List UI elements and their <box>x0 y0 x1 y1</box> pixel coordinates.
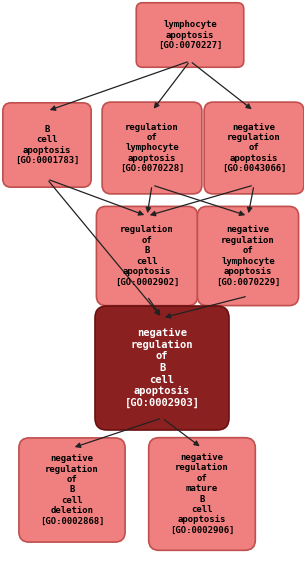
FancyBboxPatch shape <box>19 438 125 542</box>
FancyBboxPatch shape <box>197 206 299 306</box>
FancyBboxPatch shape <box>204 102 304 194</box>
FancyBboxPatch shape <box>149 438 255 550</box>
FancyBboxPatch shape <box>95 306 229 430</box>
Text: negative
regulation
of
B
cell
apoptosis
[GO:0002903]: negative regulation of B cell apoptosis … <box>125 328 199 408</box>
Text: regulation
of
B
cell
apoptosis
[GO:0002902]: regulation of B cell apoptosis [GO:00029… <box>115 225 179 287</box>
FancyBboxPatch shape <box>102 102 202 194</box>
Text: negative
regulation
of
mature
B
cell
apoptosis
[GO:0002906]: negative regulation of mature B cell apo… <box>170 453 234 535</box>
FancyBboxPatch shape <box>3 103 91 187</box>
FancyBboxPatch shape <box>136 3 244 67</box>
Text: negative
regulation
of
lymphocyte
apoptosis
[GO:0070229]: negative regulation of lymphocyte apopto… <box>216 225 280 287</box>
FancyBboxPatch shape <box>96 206 198 306</box>
Text: negative
regulation
of
apoptosis
[GO:0043066]: negative regulation of apoptosis [GO:004… <box>222 123 286 173</box>
Text: lymphocyte
apoptosis
[GO:0070227]: lymphocyte apoptosis [GO:0070227] <box>158 20 222 50</box>
Text: negative
regulation
of
B
cell
deletion
[GO:0002868]: negative regulation of B cell deletion [… <box>40 454 104 526</box>
Text: B
cell
apoptosis
[GO:0001783]: B cell apoptosis [GO:0001783] <box>15 125 79 165</box>
Text: regulation
of
lymphocyte
apoptosis
[GO:0070228]: regulation of lymphocyte apoptosis [GO:0… <box>120 123 184 173</box>
